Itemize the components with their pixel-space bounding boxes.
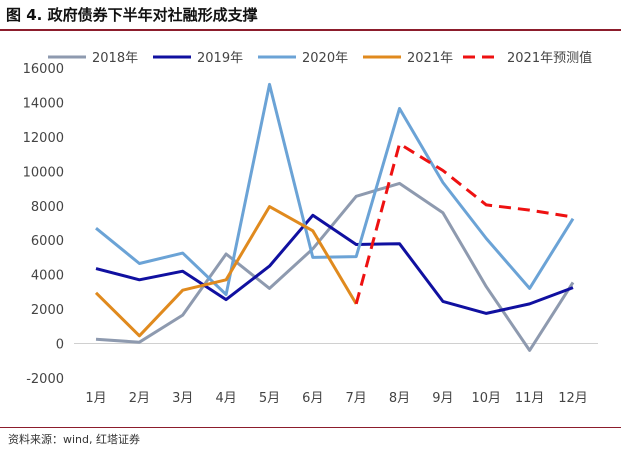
legend-label-1: 2019年 (197, 51, 243, 66)
x-tick-label: 4月 (215, 391, 236, 406)
x-axis-ticks: 1月 2月 3月 4月 5月 6月 7月 8月 9月 10月 11月 12月 (85, 391, 587, 406)
legend-label-3: 2021年 (407, 51, 453, 66)
y-tick-label: 2000 (31, 303, 64, 318)
x-tick-label: 9月 (432, 391, 453, 406)
x-tick-label: 7月 (346, 391, 367, 406)
x-tick-label: 6月 (302, 391, 323, 406)
y-tick-label: 4000 (31, 269, 64, 284)
y-tick-label: 0 (56, 338, 64, 353)
y-tick-label: 6000 (31, 234, 64, 249)
line-chart: 2018年 2019年 2020年 2021年 2021年预测值 -2000 0 2000 4… (23, 50, 598, 406)
legend-label-0: 2018年 (92, 51, 138, 66)
title-rule (0, 29, 621, 31)
legend-label-4: 2021年预测值 (507, 50, 592, 66)
series-line-3 (94, 205, 358, 338)
x-tick-label: 12月 (558, 391, 588, 406)
source-rule (0, 427, 621, 428)
series-line-2 (95, 82, 575, 296)
series-line-0 (95, 181, 575, 352)
y-tick-label: 16000 (23, 62, 64, 77)
y-axis-ticks: -2000 0 2000 4000 6000 8000 10000 12000 14000 160… (23, 62, 64, 387)
x-tick-label: 5月 (259, 391, 280, 406)
source-note: 资料来源：wind, 红塔证券 (8, 433, 140, 446)
y-tick-label: 14000 (23, 96, 64, 111)
figure-title: 图 4. 政府债券下半年对社融形成支撑 (6, 6, 258, 24)
legend-label-2: 2020年 (302, 51, 348, 66)
x-tick-label: 2月 (129, 391, 150, 406)
x-tick-label: 8月 (389, 391, 410, 406)
series-line-1 (95, 213, 574, 315)
y-tick-label: 12000 (23, 131, 64, 146)
x-tick-label: 10月 (471, 391, 501, 406)
y-tick-label: 10000 (23, 165, 64, 180)
y-tick-label: 8000 (31, 200, 64, 215)
x-tick-label: 11月 (515, 391, 545, 406)
series-line-4 (354, 142, 574, 305)
y-tick-label: -2000 (26, 372, 64, 387)
series-group (94, 82, 575, 352)
x-tick-label: 1月 (85, 391, 106, 406)
legend: 2018年 2019年 2020年 2021年 2021年预测值 (48, 50, 592, 66)
x-tick-label: 3月 (172, 391, 193, 406)
